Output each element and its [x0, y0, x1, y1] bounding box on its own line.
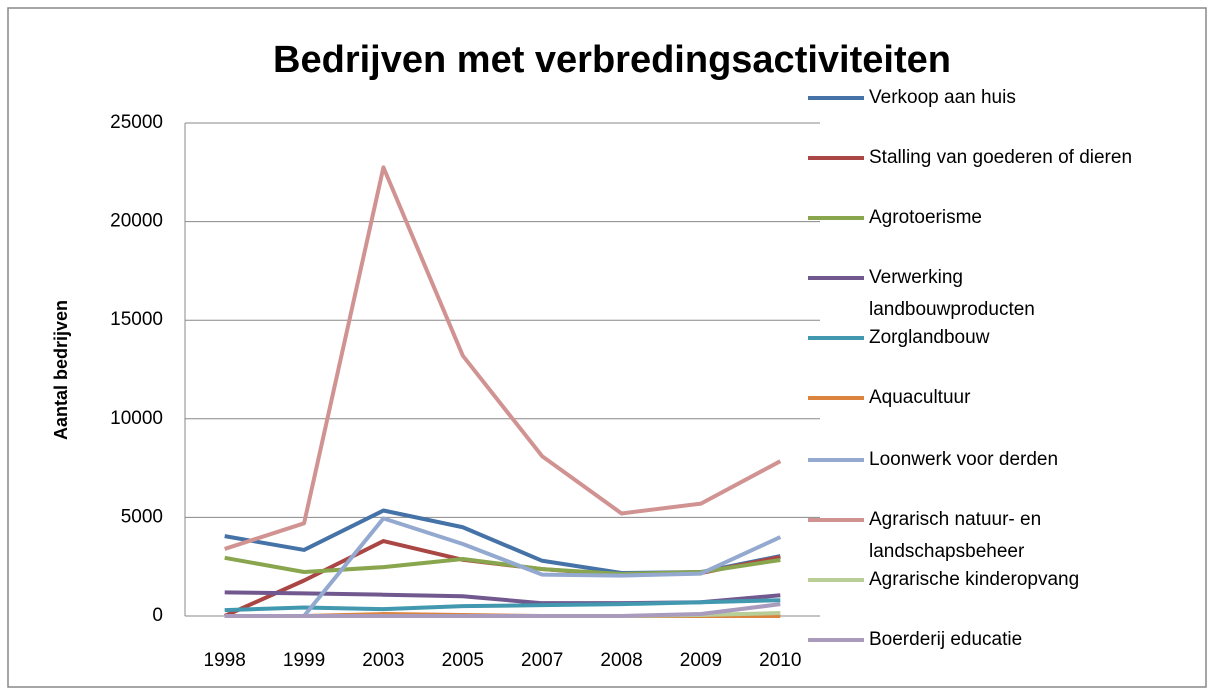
legend-item: Boerderij educatie — [808, 626, 1199, 656]
chart-title: Bedrijven met verbredingsactiviteiten — [273, 39, 951, 81]
legend-item: Loonwerk voor derden — [808, 446, 1199, 476]
legend-item: Agrarische kinderopvang — [808, 566, 1199, 596]
legend-label: Verwerking landbouwproducten — [869, 267, 1035, 320]
x-tick-label: 1999 — [283, 650, 325, 671]
y-tick-label: 10000 — [110, 408, 163, 429]
legend-swatch — [808, 638, 864, 642]
legend-swatch — [808, 336, 864, 340]
legend-label: Aquacultuur — [869, 387, 971, 408]
x-tick-label: 2007 — [521, 650, 563, 671]
x-tick-label: 2010 — [759, 650, 801, 671]
x-tick-label: 1998 — [204, 650, 246, 671]
legend-swatch — [808, 156, 864, 160]
x-tick-label: 2003 — [362, 650, 404, 671]
legend-item: Verwerking landbouwproducten — [808, 264, 1109, 326]
legend-swatch — [808, 96, 864, 100]
legend-label: Zorglandbouw — [869, 327, 990, 348]
series-line — [224, 516, 782, 618]
legend-label: Verkoop aan huis — [869, 87, 1016, 108]
legend-item: Verkoop aan huis — [808, 84, 1199, 114]
legend-swatch — [808, 458, 864, 462]
y-tick-label: 0 — [152, 605, 163, 626]
series-line — [224, 165, 782, 551]
y-axis-title: Aantal bedrijven — [51, 300, 71, 440]
y-tick-label: 25000 — [110, 112, 163, 133]
legend-item: Aquacultuur — [808, 384, 1199, 414]
legend-item: Agrotoerisme — [808, 204, 1199, 234]
series-line — [224, 602, 781, 618]
legend-label: Stalling van goederen of dieren — [869, 147, 1133, 168]
legend-label: Agrarische kinderopvang — [869, 569, 1080, 590]
legend-swatch — [808, 396, 864, 400]
x-tick-label: 2005 — [442, 650, 484, 671]
legend-swatch — [808, 578, 864, 582]
legend-item: Agrarisch natuur- en landschapsbeheer — [808, 506, 1109, 568]
legend-label: Boerderij educatie — [869, 629, 1023, 650]
x-tick-label: 2008 — [600, 650, 642, 671]
legend-label: Agrarisch natuur- en landschapsbeheer — [869, 509, 1042, 562]
y-tick-label: 5000 — [121, 506, 163, 527]
series-line — [224, 598, 781, 613]
y-tick-label: 15000 — [110, 309, 163, 330]
x-tick-label: 2009 — [680, 650, 722, 671]
legend-swatch — [808, 518, 864, 522]
legend-item: Stalling van goederen of dieren — [808, 144, 1199, 174]
legend-label: Agrotoerisme — [869, 207, 982, 228]
legend-swatch — [808, 276, 864, 280]
legend-item: Zorglandbouw — [808, 324, 1199, 354]
legend-swatch — [808, 216, 864, 220]
legend-label: Loonwerk voor derden — [869, 449, 1059, 470]
y-tick-label: 20000 — [110, 211, 163, 232]
